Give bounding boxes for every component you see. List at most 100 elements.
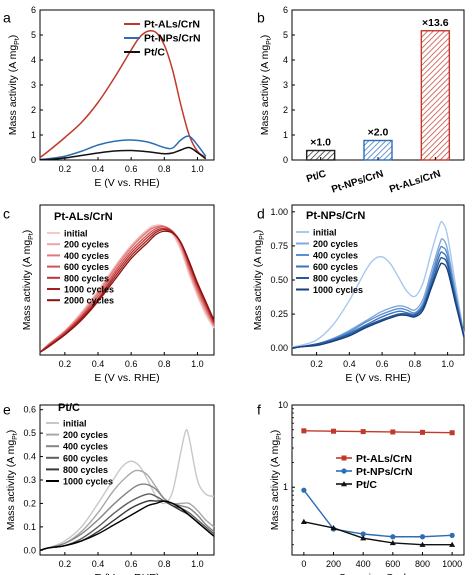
y-axis-label: Mass activity (A mgPt) [21, 230, 35, 331]
category-label: Pt/C [305, 168, 327, 185]
x-axis-label: E (V vs. RHE) [94, 572, 159, 575]
data-point [419, 534, 426, 540]
legend-label: Pt-NPs/CrN [356, 466, 413, 478]
x-tick-label: 0.8 [158, 164, 171, 174]
data-point [360, 535, 367, 541]
category-label: Pt-ALs/CrN [388, 168, 442, 195]
panel-letter: e [3, 401, 11, 417]
x-tick-label: 0.6 [125, 559, 138, 569]
x-tick-label: 0.4 [92, 559, 105, 569]
panel-a: a 0.2 0.4 0.6 0.8 1.0 0 1 2 3 4 5 6 Pt-ALs/CrN Pt-NPs/… [3, 5, 215, 189]
series-line [39, 135, 207, 161]
x-tick-label: 0.6 [376, 359, 389, 369]
legend-label: 400 cycles [63, 442, 108, 452]
series-line [39, 29, 207, 159]
legend-marker [341, 481, 347, 487]
x-tick-label: 0.2 [59, 359, 72, 369]
legend-label: 400 cycles [64, 251, 109, 261]
data-point [301, 487, 307, 493]
legend-label: initial [63, 419, 87, 429]
data-point [390, 429, 396, 435]
plot-frame [39, 204, 215, 356]
x-tick-label: 800 [415, 559, 430, 569]
y-axis-label: Mass activity (A mgPt) [5, 430, 19, 531]
y-tick-label: 2 [31, 105, 36, 115]
y-tick-label: 6 [31, 5, 36, 15]
panel-title: Pt-ALs/CrN [54, 211, 113, 223]
legend-label: initial [313, 228, 337, 238]
y-tick-label: 2 [283, 105, 288, 115]
bar-data-label: ×13.6 [422, 17, 449, 29]
data-point [419, 541, 426, 547]
y-tick-label: 0.4 [23, 452, 36, 462]
legend-label: 2000 cycles [64, 296, 114, 306]
y-tick-label: 0.3 [23, 475, 36, 485]
legend-label: initial [64, 229, 88, 239]
data-point [331, 428, 337, 434]
x-tick-label: 0.8 [158, 359, 171, 369]
x-tick-label: 1.0 [191, 164, 204, 174]
x-tick-label: 0.4 [92, 359, 105, 369]
series-line [303, 489, 453, 538]
y-tick-label: 5 [283, 30, 288, 40]
x-tick-label: 0.8 [158, 559, 171, 569]
series-line [39, 483, 215, 551]
x-axis-label: E (V vs. RHE) [94, 372, 159, 384]
data-point [419, 429, 425, 435]
y-tick-label: 6 [283, 5, 288, 15]
legend-label: Pt-NPs/CrN [144, 33, 201, 45]
series-line [303, 430, 453, 434]
y-tick-label: 0.5 [23, 428, 36, 438]
panel-letter: a [3, 9, 11, 25]
y-axis-label: Mass activity (A mgPt) [252, 230, 266, 331]
series-line [291, 256, 465, 349]
y-tick-label: 0.00 [270, 343, 288, 353]
x-axis-label: E (V vs. RHE) [345, 372, 410, 384]
series-line [39, 230, 215, 353]
series-line [39, 493, 215, 551]
y-axis-label: Mass activity (A mgPt) [7, 35, 21, 136]
panel-letter: c [3, 205, 10, 221]
series-line [39, 146, 207, 161]
category-label: Pt-NPs/CrN [330, 168, 385, 195]
series-line [39, 500, 215, 551]
legend-label: 400 cycles [313, 251, 358, 261]
legend-label: 600 cycles [313, 262, 358, 272]
y-tick-label: 0 [283, 155, 288, 165]
data-point [449, 541, 456, 547]
panel-b: b 0 1 2 3 4 5 6 ×1.0 Pt/C ×2.0 Pt-NPs/CrN ×13.6 Pt-AL… [257, 5, 465, 196]
x-tick-label: 1.0 [441, 359, 454, 369]
series-line [291, 262, 465, 349]
series-line [39, 429, 215, 551]
legend-marker [341, 455, 347, 461]
x-tick-label: 0.2 [310, 359, 323, 369]
series-line [39, 469, 215, 551]
y-tick-label: 0.75 [270, 241, 288, 251]
x-axis-label: Scanning Cycles [339, 572, 417, 575]
panel-f: f 0 200 400 600 800 1000 1 10 Pt-ALs/CrNPt-NPs/Cr… [257, 400, 465, 575]
legend-label: Pt/C [144, 47, 165, 59]
y-tick-label: 0.50 [270, 275, 288, 285]
x-tick-label: 0.8 [409, 359, 422, 369]
legend-label: 200 cycles [313, 239, 358, 249]
bar-data-label: ×1.0 [310, 137, 331, 149]
y-tick-label: 1.00 [270, 207, 288, 217]
y-tick-label: 1 [283, 130, 288, 140]
y-tick-label: 0.0 [23, 545, 36, 555]
data-point [389, 539, 396, 546]
x-tick-label: 0.6 [125, 359, 138, 369]
y-tick-label: 0 [31, 155, 36, 165]
data-point [449, 430, 455, 436]
x-axis-label: E (V vs. RHE) [94, 177, 159, 189]
y-tick-label: 1 [283, 482, 288, 492]
y-tick-label: 0.1 [23, 522, 36, 532]
data-point [449, 532, 455, 538]
series-line [291, 220, 465, 348]
legend-label: 800 cycles [313, 274, 358, 284]
legend-label: Pt-ALs/CrN [356, 453, 412, 465]
x-tick-label: 400 [356, 559, 371, 569]
panel-letter: b [257, 9, 265, 25]
panel-letter: d [257, 205, 265, 221]
x-tick-label: 1.0 [191, 559, 204, 569]
